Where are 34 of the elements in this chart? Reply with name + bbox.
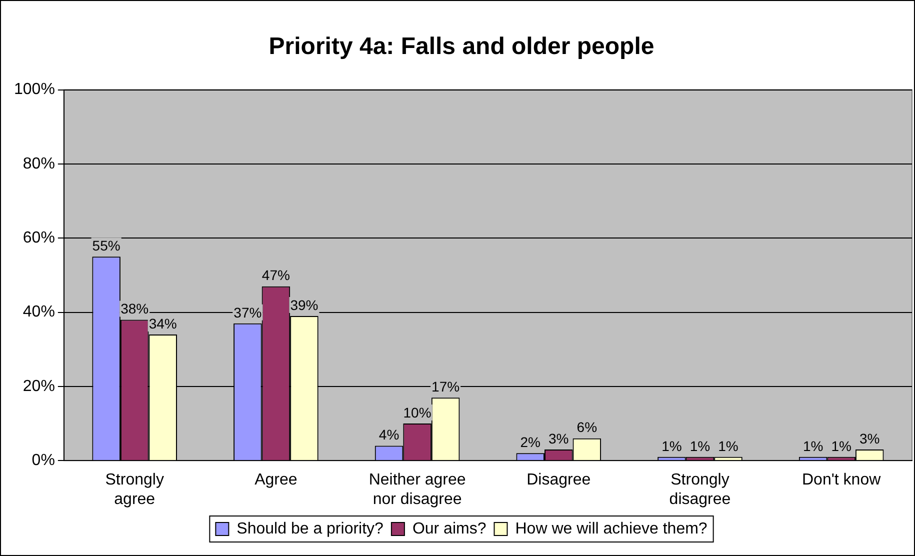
data-label: 3% [548,430,569,446]
data-label: 1% [662,438,682,454]
legend-label: Should be a priority? [236,520,384,538]
data-label: 39% [290,296,318,313]
data-label: 1% [802,438,824,454]
x-tick-label: Neither agree nor disagree [368,472,466,508]
data-label: 6% [576,419,598,436]
data-label: 1% [718,438,738,454]
data-label: 34% [148,315,177,332]
y-tick-label: 100% [14,81,55,98]
y-tick-label: 60% [22,230,55,247]
chart-title: Priority 4a: Falls and older people [268,33,654,60]
x-tick-label: Don't know [802,472,882,489]
data-label: 4% [378,426,400,443]
data-label: 10% [403,404,432,420]
data-label: 38% [120,300,149,317]
data-label: 1% [831,438,852,454]
data-label: 47% [262,267,290,284]
y-tick-label: 20% [22,378,55,395]
data-label: 55% [92,238,120,254]
y-tick-label: 80% [22,155,55,172]
data-label: 17% [432,378,460,394]
x-tick-label: Strongly disagree [669,472,731,508]
x-tick-label: Strongly agree [105,472,164,508]
x-tick-label: Disagree [526,472,591,489]
y-tick-label: 0% [32,452,55,470]
legend-label: How we will achieve them? [515,520,708,538]
x-tick-label: Agree [254,472,298,489]
data-label: 3% [859,430,880,446]
legend-label: Our aims? [412,520,486,538]
data-label: 37% [234,304,262,320]
data-label: 2% [520,434,540,450]
data-label: 1% [690,438,710,454]
y-tick-label: 40% [22,304,55,321]
